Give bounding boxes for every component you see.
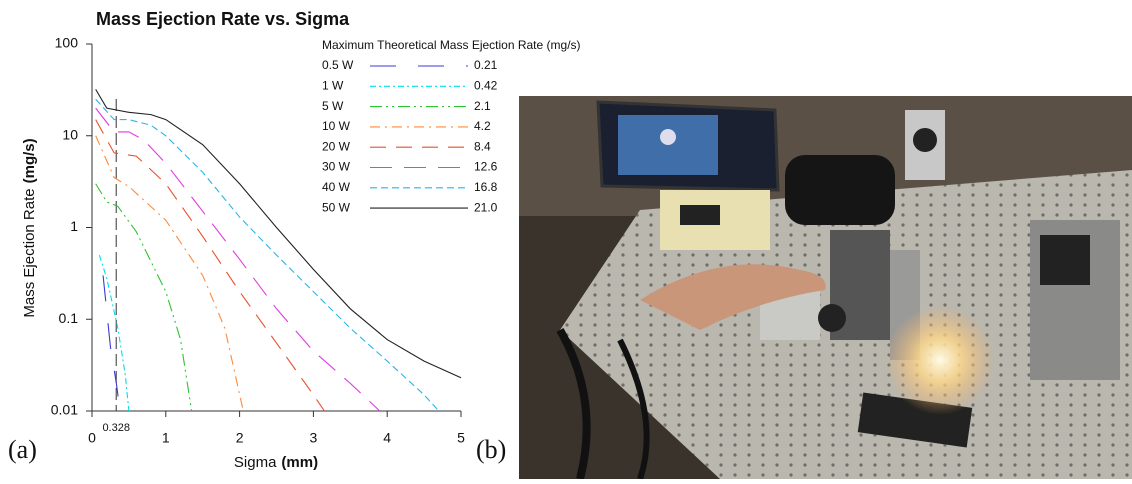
- y-label-unit: (mg/s): [21, 138, 38, 183]
- legend-label: 30 W: [322, 160, 351, 174]
- panel-label: (b): [476, 435, 506, 464]
- x-label-unit: (mm): [281, 454, 318, 471]
- legend-value: 16.8: [474, 180, 498, 194]
- legend-value: 8.4: [474, 139, 491, 153]
- legend-value: 2.1: [474, 99, 491, 113]
- series-line: [98, 254, 130, 412]
- panel-label: (a): [8, 435, 37, 464]
- series-line: [95, 119, 325, 412]
- series-line: [102, 275, 121, 412]
- series-line: [95, 89, 462, 379]
- y-axis-label: Mass Ejection Rate (mg/s): [21, 138, 38, 317]
- legend-value: 0.21: [474, 58, 498, 72]
- x-label-text: Sigma: [234, 454, 277, 471]
- legend-label: 50 W: [322, 200, 351, 214]
- legend-label: 5 W: [322, 99, 344, 113]
- y-tick-label: 1: [70, 218, 78, 234]
- legend-label: 40 W: [322, 180, 351, 194]
- y-label-text: Mass Ejection Rate: [21, 188, 38, 317]
- legend-label: 10 W: [322, 119, 351, 133]
- x-tick-label: 1: [162, 430, 170, 446]
- legend-value: 0.42: [474, 78, 498, 92]
- x-tick-label: 5: [457, 430, 465, 446]
- x-tick-label: 4: [383, 430, 391, 446]
- legend-value: 21.0: [474, 200, 498, 214]
- legend-title: Maximum Theoretical Mass Ejection Rate (…: [322, 38, 581, 52]
- chart-title: Mass Ejection Rate vs. Sigma: [96, 9, 350, 29]
- x-tick-label: 0: [88, 430, 96, 446]
- series-line: [95, 135, 244, 412]
- series-line: [95, 107, 381, 412]
- x-tick-label: 3: [310, 430, 318, 446]
- legend-label: 20 W: [322, 139, 351, 153]
- series-line: [95, 98, 440, 412]
- y-tick-label: 0.1: [59, 310, 79, 326]
- y-tick-label: 100: [55, 35, 79, 51]
- legend-label: 1 W: [322, 78, 344, 92]
- y-tick-label: 10: [62, 126, 78, 142]
- legend-value: 4.2: [474, 119, 491, 133]
- photo: [519, 96, 1132, 480]
- series-line: [95, 183, 193, 412]
- reference-label: 0.328: [102, 422, 130, 434]
- x-axis-label: Sigma (mm): [234, 454, 318, 471]
- y-tick-label: 0.01: [51, 402, 78, 418]
- legend-label: 0.5 W: [322, 58, 354, 72]
- legend-value: 12.6: [474, 160, 498, 174]
- x-tick-label: 2: [236, 430, 244, 446]
